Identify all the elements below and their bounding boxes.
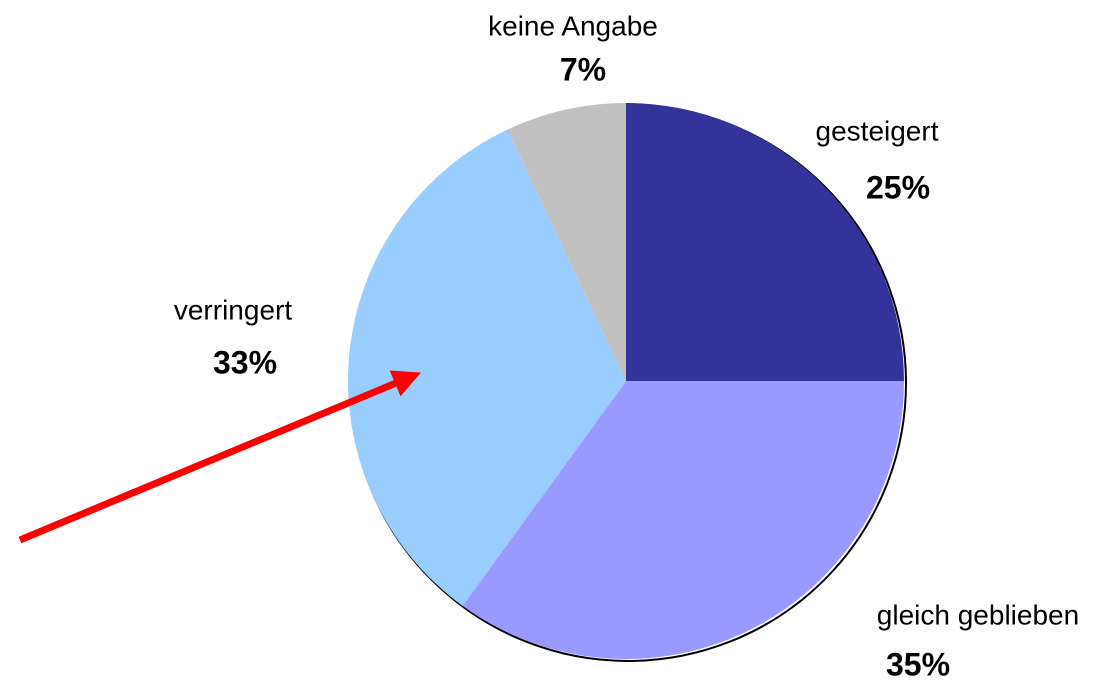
- labels: gesteigert 25% gleich geblieben 35% verringe…: [174, 10, 1079, 682]
- pie-slice: [626, 103, 904, 381]
- value-label: 25%: [866, 169, 930, 205]
- category-label: verringert: [174, 294, 292, 325]
- value-label: 35%: [886, 646, 950, 682]
- pie-slice: [507, 103, 626, 381]
- category-label: gesteigert: [816, 115, 939, 146]
- pie: [347, 103, 904, 659]
- category-label: gleich geblieben: [877, 599, 1079, 630]
- pie-slice: [347, 129, 626, 606]
- category-label: keine Angabe: [488, 10, 658, 41]
- pie-slice: [462, 381, 904, 659]
- value-label: 33%: [213, 344, 277, 380]
- arrow: [18, 370, 421, 544]
- value-label: 7%: [560, 51, 606, 87]
